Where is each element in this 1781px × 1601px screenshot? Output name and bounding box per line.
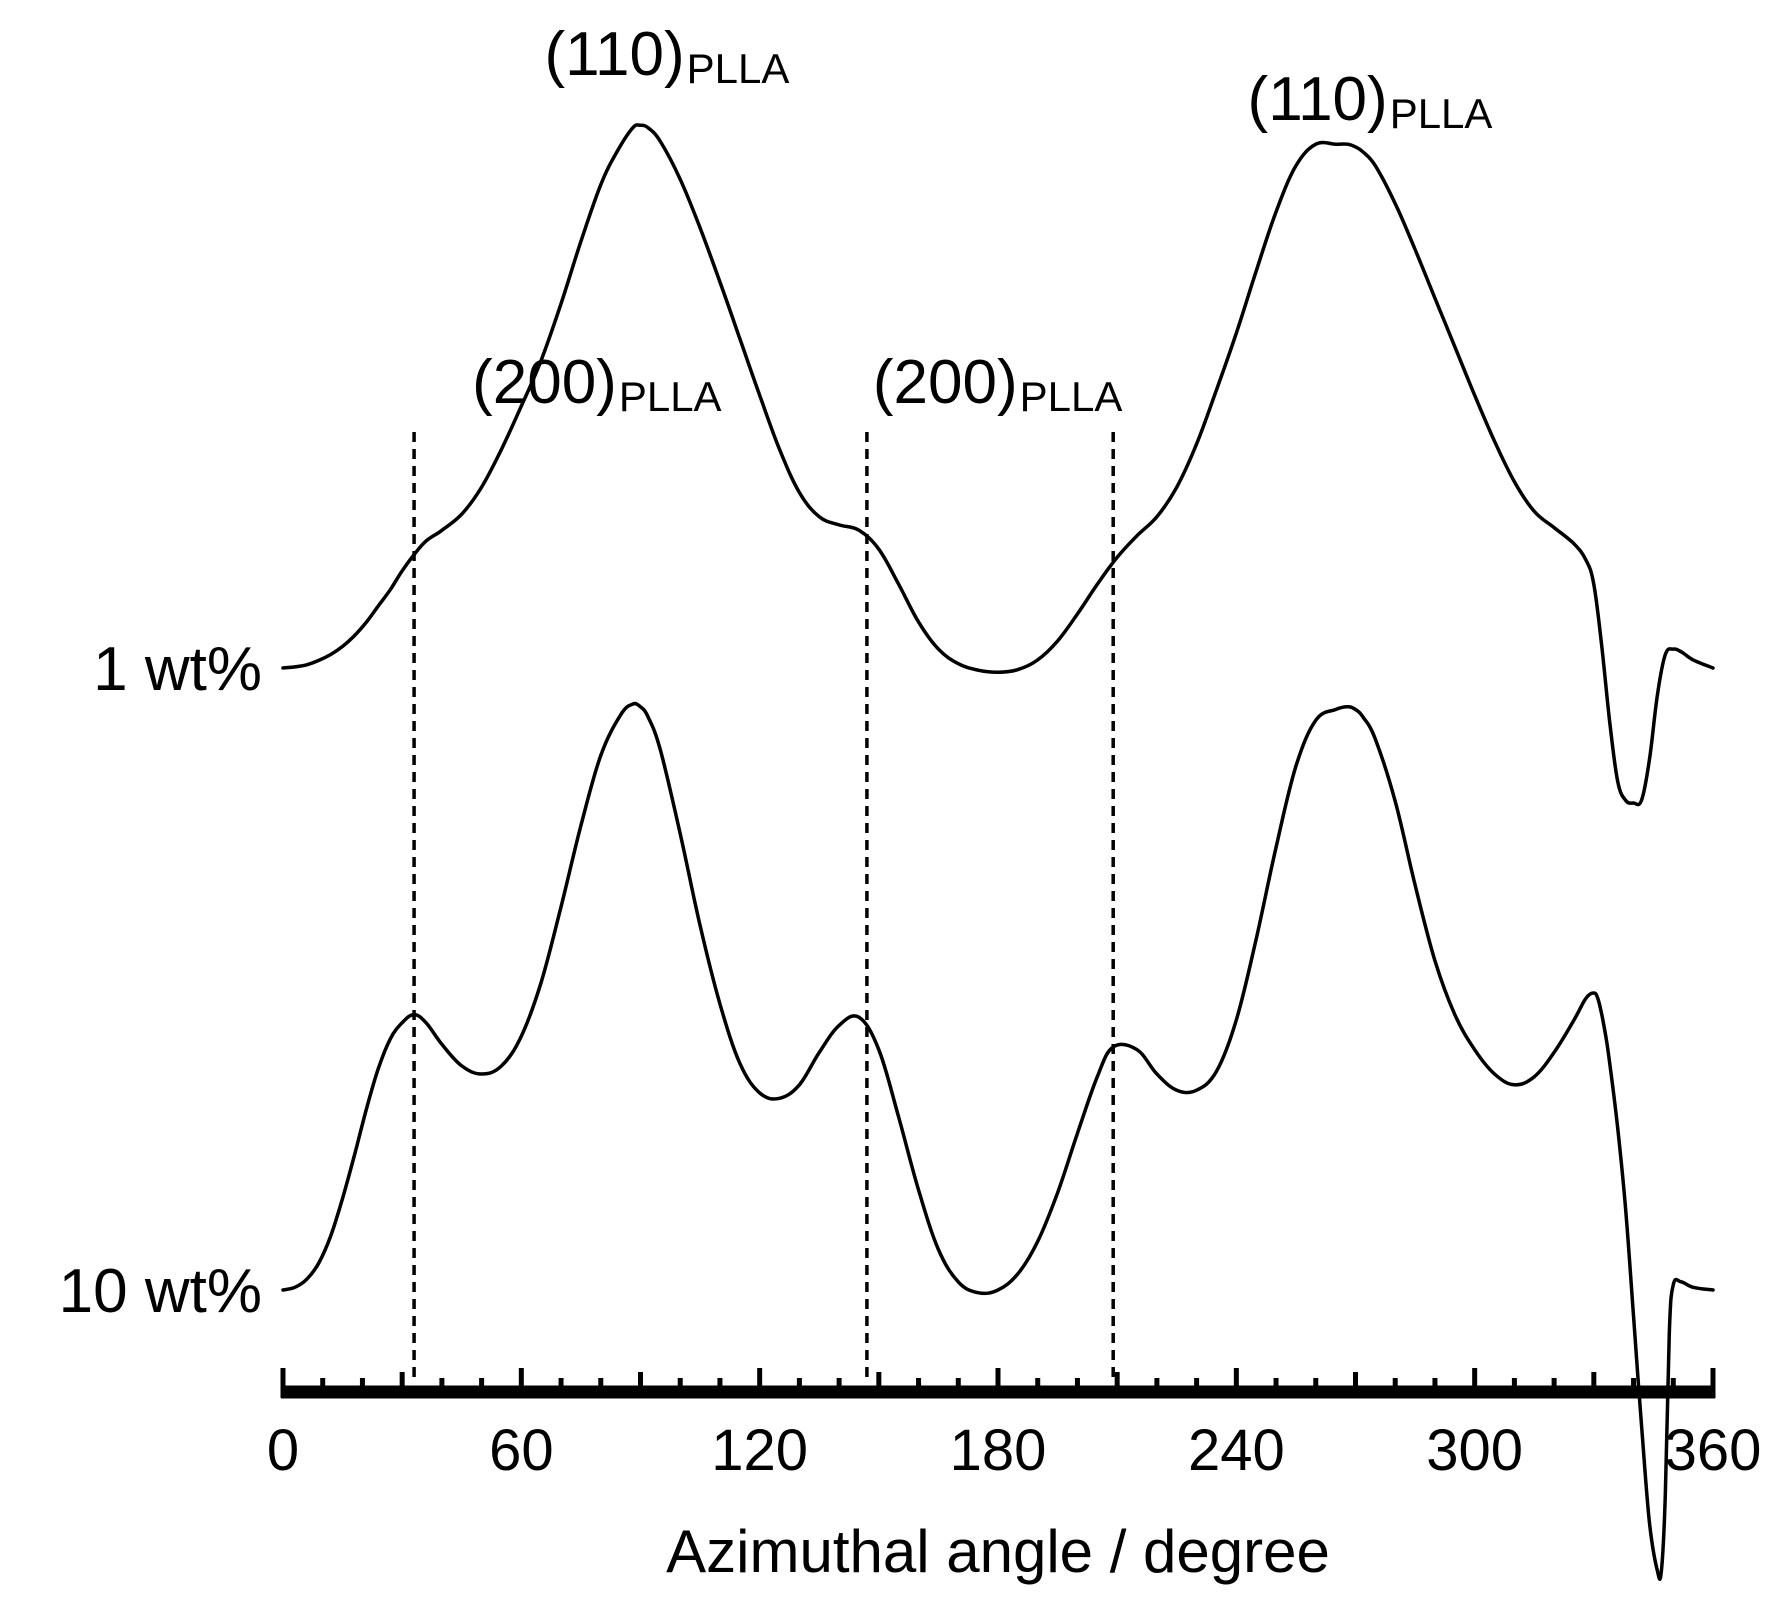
ann-110-right: (110)PLLA [1248,65,1493,137]
x-tick-label-180: 180 [950,1418,1047,1483]
ann-110-left: (110)PLLA [544,20,789,92]
series-line-1 [281,701,1715,1581]
x-tick-label-360: 360 [1665,1418,1762,1483]
x-axis: 0 60 120 180 240 300 360 [267,1368,1762,1483]
series-line-0 [281,123,1715,807]
ann-200-left: (200)PLLA [472,348,722,420]
x-axis-title: Azimuthal angle / degree [666,1518,1330,1585]
series-curves [281,123,1715,1581]
peak-annotations: (110)PLLA (110)PLLA (200)PLLA (200)PLLA [472,20,1492,420]
x-tick-label-0: 0 [267,1418,299,1483]
ann-200-mid: (200)PLLA [873,348,1123,420]
x-tick-label-120: 120 [711,1418,808,1483]
series-label-1: 10 wt% [59,1257,262,1326]
series-labels: 1 wt% 10 wt% [59,635,262,1326]
series-label-0: 1 wt% [93,635,262,704]
x-tick-label-300: 300 [1426,1418,1523,1483]
reference-lines [412,432,1115,1384]
x-tick-label-240: 240 [1188,1418,1285,1483]
x-tick-label-60: 60 [489,1418,554,1483]
